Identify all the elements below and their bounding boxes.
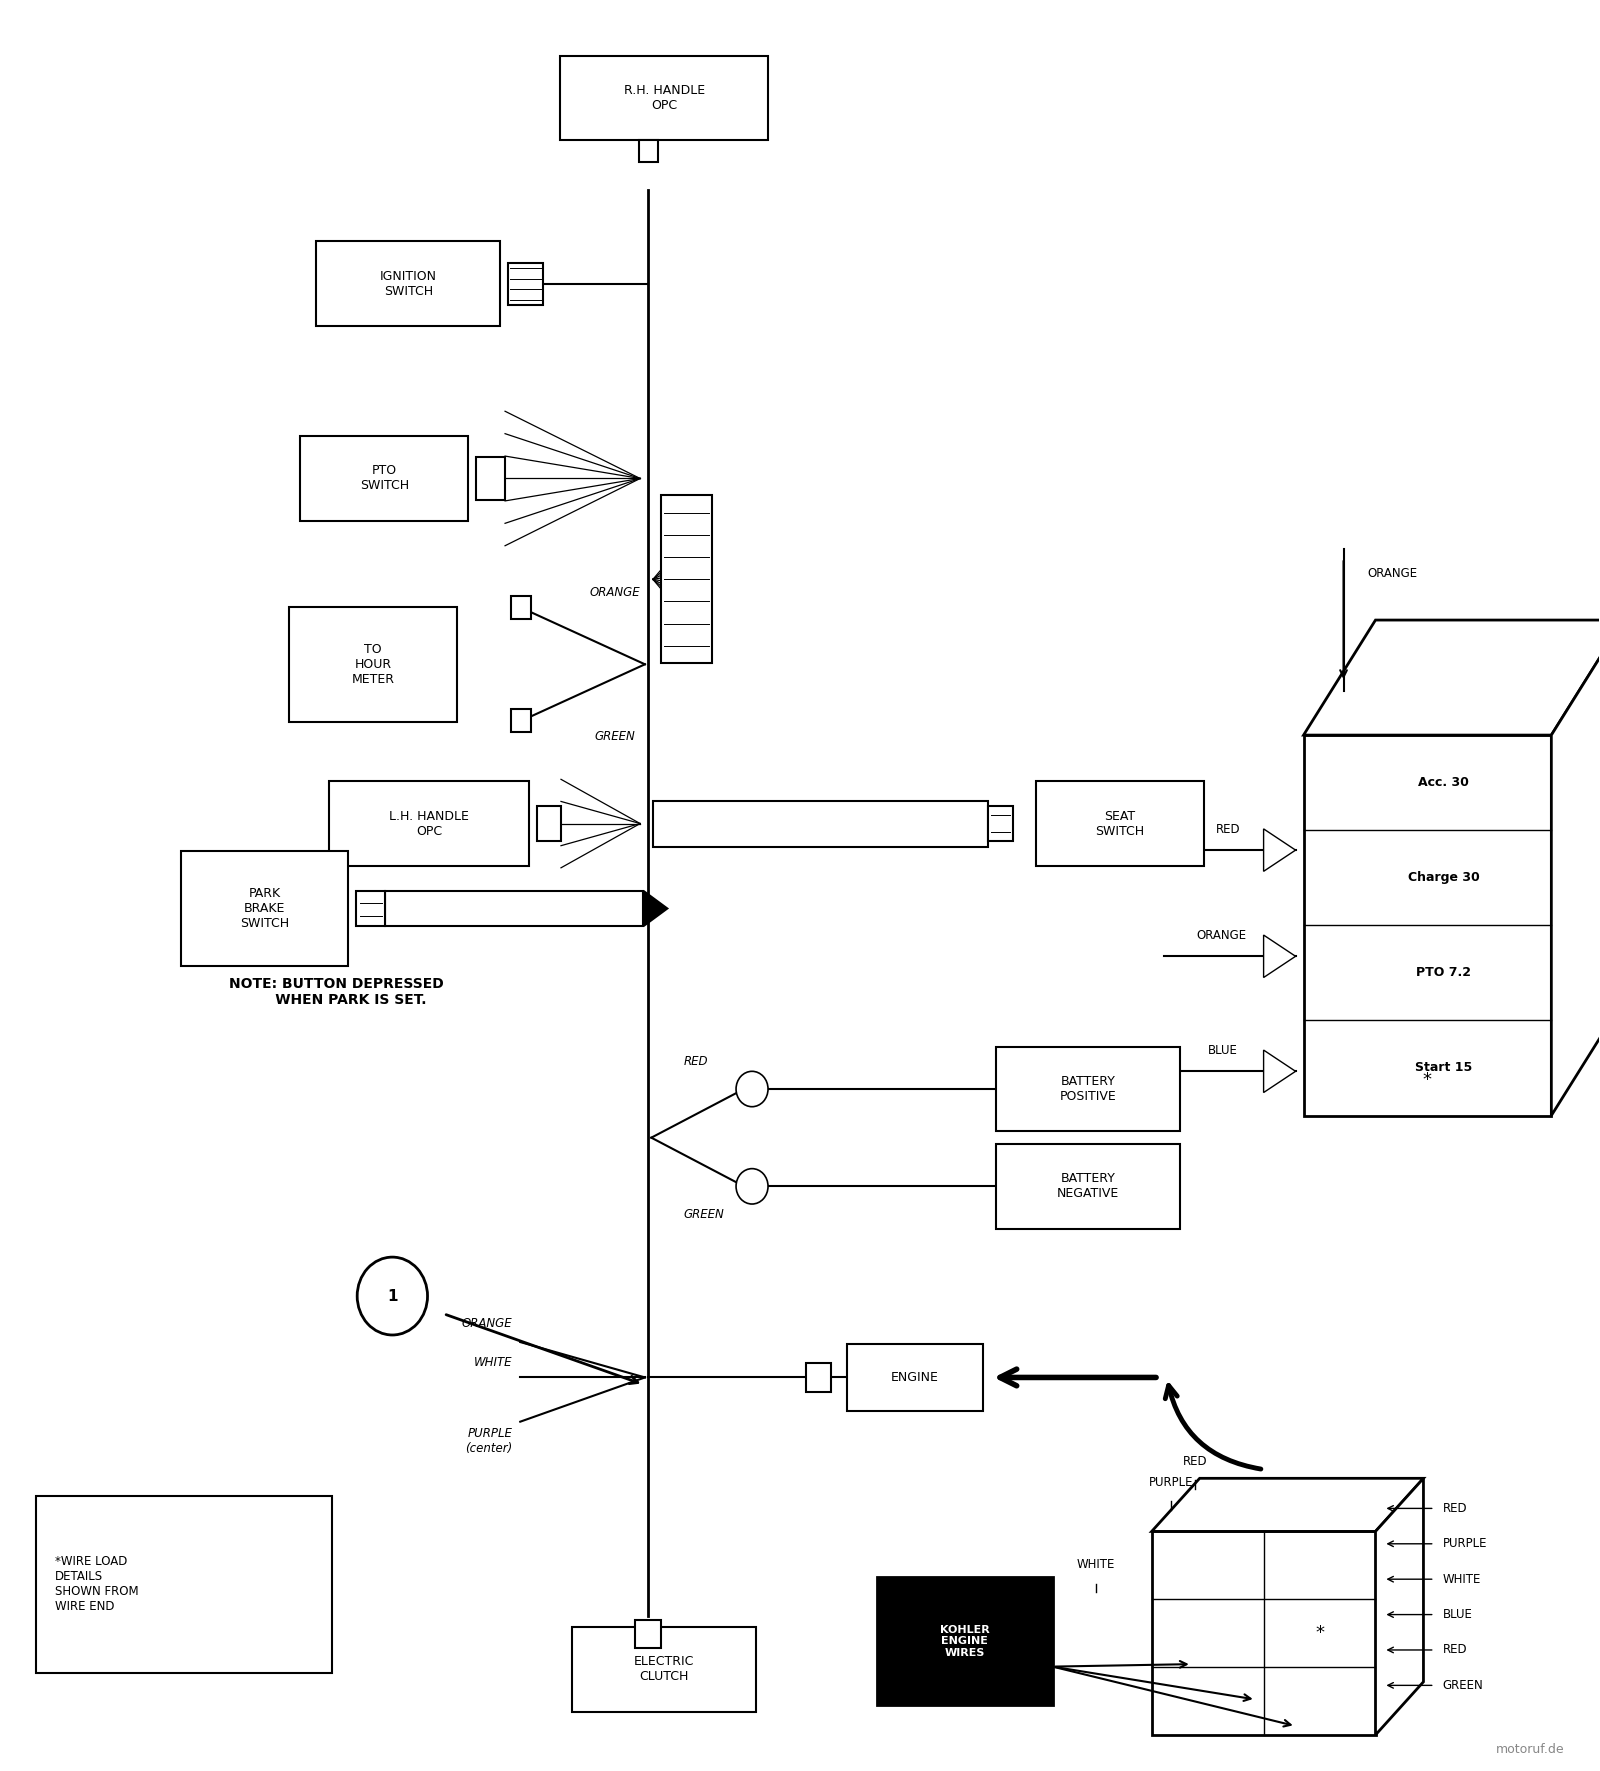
- Circle shape: [357, 1257, 427, 1335]
- Circle shape: [736, 1169, 768, 1204]
- Bar: [638, 140, 658, 161]
- Bar: [477, 457, 506, 499]
- Polygon shape: [1264, 935, 1296, 978]
- Text: ORANGE: ORANGE: [590, 586, 640, 599]
- Text: WHITE: WHITE: [1077, 1558, 1115, 1571]
- Text: R.H. HANDLE
OPC: R.H. HANDLE OPC: [624, 83, 704, 112]
- Text: GREEN: GREEN: [1443, 1679, 1483, 1691]
- Polygon shape: [1264, 1050, 1296, 1093]
- Bar: [290, 607, 458, 723]
- Text: RED: RED: [1182, 1454, 1206, 1468]
- Bar: [35, 1496, 331, 1674]
- Bar: [877, 1578, 1053, 1705]
- Bar: [1035, 781, 1203, 866]
- Text: *: *: [1315, 1624, 1325, 1642]
- Text: PURPLE: PURPLE: [1149, 1475, 1194, 1489]
- Polygon shape: [643, 891, 667, 926]
- Bar: [386, 891, 643, 926]
- Bar: [661, 496, 712, 664]
- Text: PURPLE: PURPLE: [1443, 1537, 1486, 1550]
- Text: KOHLER
ENGINE
WIRES: KOHLER ENGINE WIRES: [939, 1624, 989, 1658]
- Bar: [538, 806, 562, 841]
- Bar: [510, 597, 531, 620]
- Text: *: *: [1422, 1071, 1432, 1089]
- Text: PARK
BRAKE
SWITCH: PARK BRAKE SWITCH: [240, 887, 290, 930]
- Polygon shape: [1264, 829, 1296, 871]
- Bar: [357, 891, 386, 926]
- Bar: [995, 1047, 1179, 1132]
- Text: BATTERY
NEGATIVE: BATTERY NEGATIVE: [1056, 1172, 1118, 1201]
- Polygon shape: [1376, 1479, 1424, 1736]
- Bar: [560, 55, 768, 140]
- Bar: [987, 806, 1013, 841]
- Text: *WIRE LOAD
DETAILS
SHOWN FROM
WIRE END: *WIRE LOAD DETAILS SHOWN FROM WIRE END: [54, 1555, 139, 1613]
- Bar: [1304, 735, 1552, 1116]
- Bar: [995, 1144, 1179, 1229]
- Text: RED: RED: [683, 1056, 709, 1068]
- Text: IGNITION
SWITCH: IGNITION SWITCH: [379, 269, 437, 298]
- Polygon shape: [1152, 1479, 1424, 1532]
- Text: L.H. HANDLE
OPC: L.H. HANDLE OPC: [389, 809, 469, 838]
- Polygon shape: [1304, 620, 1600, 735]
- Text: BLUE: BLUE: [1208, 1045, 1237, 1057]
- Circle shape: [736, 1071, 768, 1107]
- Text: Start 15: Start 15: [1414, 1061, 1472, 1075]
- Bar: [181, 852, 349, 965]
- Bar: [573, 1628, 757, 1713]
- Bar: [635, 1620, 661, 1649]
- Text: ORANGE: ORANGE: [1197, 930, 1246, 942]
- Text: 1: 1: [387, 1289, 398, 1303]
- Polygon shape: [1552, 620, 1600, 1116]
- Bar: [510, 710, 531, 733]
- Text: BATTERY
POSITIVE: BATTERY POSITIVE: [1059, 1075, 1117, 1103]
- Text: WHITE: WHITE: [474, 1355, 512, 1369]
- Text: SEAT
SWITCH: SEAT SWITCH: [1094, 809, 1144, 838]
- Bar: [330, 781, 530, 866]
- Text: WHITE: WHITE: [1443, 1573, 1482, 1585]
- Text: ENGINE: ENGINE: [891, 1371, 939, 1383]
- Text: ORANGE: ORANGE: [1368, 567, 1418, 579]
- Text: ELECTRIC
CLUTCH: ELECTRIC CLUTCH: [634, 1656, 694, 1684]
- Text: GREEN: GREEN: [683, 1208, 725, 1220]
- Text: motoruf.de: motoruf.de: [1496, 1743, 1565, 1757]
- Text: BLUE: BLUE: [1443, 1608, 1472, 1620]
- Text: RED: RED: [1443, 1643, 1467, 1656]
- Bar: [317, 241, 501, 326]
- Text: NOTE: BUTTON DEPRESSED
      WHEN PARK IS SET.: NOTE: BUTTON DEPRESSED WHEN PARK IS SET.: [229, 976, 443, 1006]
- Text: RED: RED: [1216, 824, 1240, 836]
- Text: Acc. 30: Acc. 30: [1418, 776, 1469, 790]
- Text: PTO 7.2: PTO 7.2: [1416, 967, 1470, 979]
- Text: TO
HOUR
METER: TO HOUR METER: [352, 643, 395, 685]
- Text: GREEN: GREEN: [595, 730, 635, 742]
- Text: ORANGE: ORANGE: [462, 1316, 512, 1330]
- Bar: [653, 800, 987, 847]
- Text: PTO
SWITCH: PTO SWITCH: [360, 464, 410, 492]
- Text: RED: RED: [1443, 1502, 1467, 1514]
- Text: PURPLE
(center): PURPLE (center): [466, 1427, 512, 1456]
- Bar: [1152, 1532, 1376, 1736]
- Bar: [805, 1364, 830, 1392]
- Bar: [846, 1344, 982, 1411]
- Bar: [509, 262, 544, 305]
- Bar: [301, 436, 469, 521]
- Text: Charge 30: Charge 30: [1408, 871, 1480, 884]
